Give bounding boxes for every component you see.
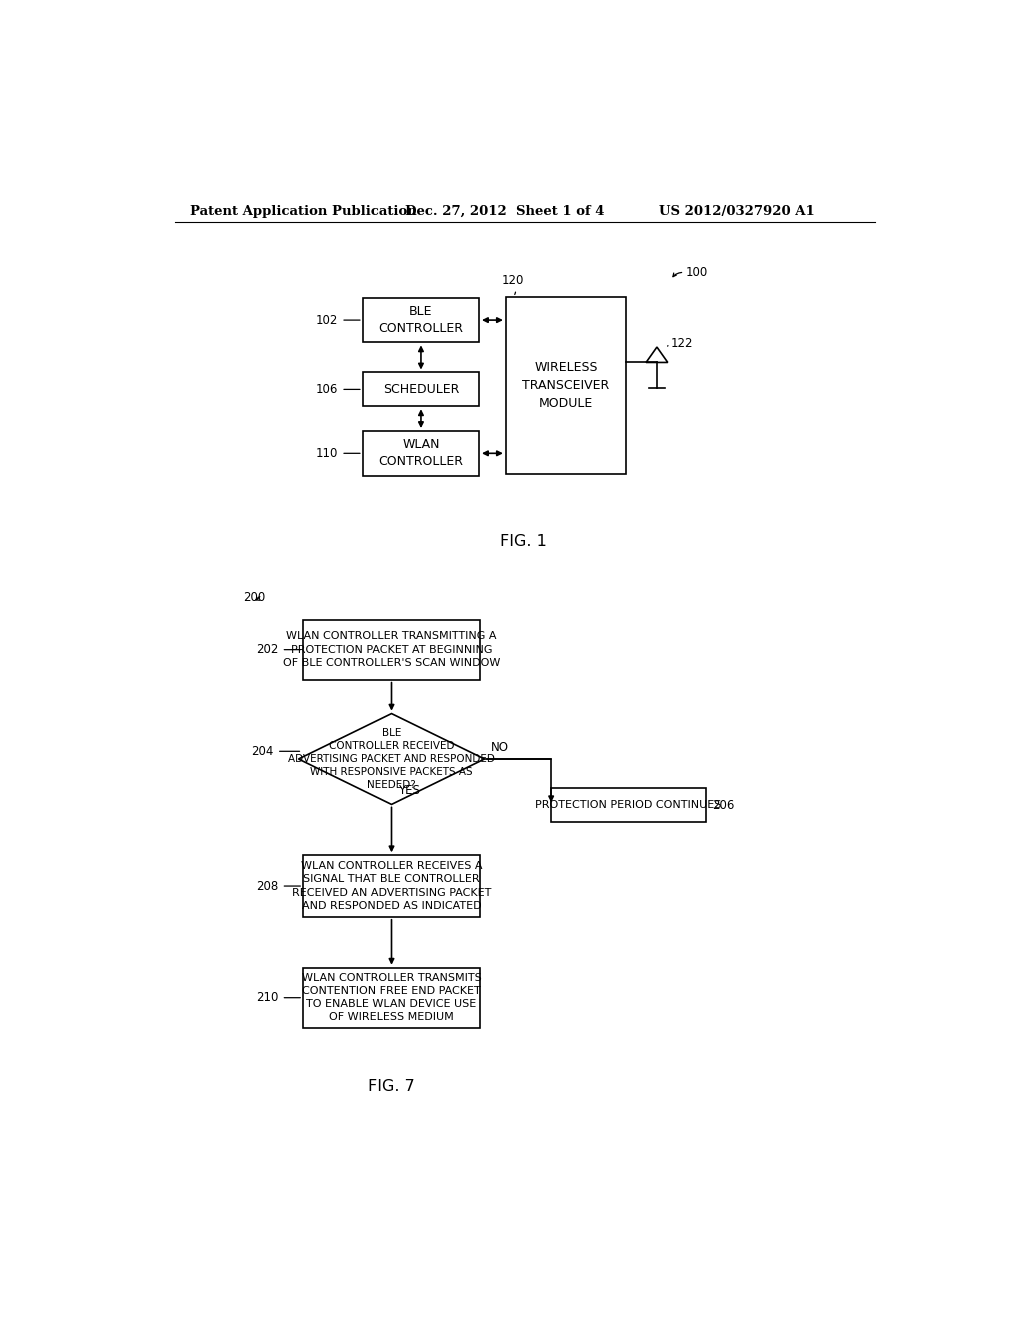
Text: WLAN CONTROLLER RECEIVES A
SIGNAL THAT BLE CONTROLLER
RECEIVED AN ADVERTISING PA: WLAN CONTROLLER RECEIVES A SIGNAL THAT B… [292,861,492,911]
Text: BLE
CONTROLLER RECEIVED
ADVERTISING PACKET AND RESPONDED
WITH RESPONSIVE PACKETS: BLE CONTROLLER RECEIVED ADVERTISING PACK… [288,729,495,789]
Text: 110: 110 [315,446,338,459]
Text: US 2012/0327920 A1: US 2012/0327920 A1 [658,205,815,218]
Bar [362,298,479,342]
Text: NO: NO [490,742,509,755]
Bar [362,372,479,407]
Bar [506,297,626,474]
Text: Dec. 27, 2012  Sheet 1 of 4: Dec. 27, 2012 Sheet 1 of 4 [406,205,605,218]
Bar [551,788,707,822]
Text: BLE
CONTROLLER: BLE CONTROLLER [379,305,464,335]
Text: 102: 102 [315,314,338,326]
Text: 122: 122 [671,337,693,350]
Text: Patent Application Publication: Patent Application Publication [190,205,417,218]
Text: 204: 204 [251,744,273,758]
Bar [303,968,480,1028]
Text: 208: 208 [256,879,279,892]
Text: WIRELESS
TRANSCEIVER
MODULE: WIRELESS TRANSCEIVER MODULE [522,362,609,411]
Text: 200: 200 [243,591,265,605]
Text: FIG. 7: FIG. 7 [368,1078,415,1093]
Text: 100: 100 [686,265,709,279]
Text: SCHEDULER: SCHEDULER [383,383,459,396]
Text: 210: 210 [256,991,279,1005]
Bar [362,432,479,475]
Text: PROTECTION PERIOD CONTINUES: PROTECTION PERIOD CONTINUES [536,800,722,810]
Text: YES: YES [397,784,420,797]
Text: WLAN
CONTROLLER: WLAN CONTROLLER [379,438,464,469]
Text: FIG. 1: FIG. 1 [500,535,547,549]
Bar [303,855,480,917]
Bar [303,619,480,680]
Text: 120: 120 [502,273,524,294]
Text: WLAN CONTROLLER TRANSMITS
CONTENTION FREE END PACKET
TO ENABLE WLAN DEVICE USE
O: WLAN CONTROLLER TRANSMITS CONTENTION FRE… [302,973,481,1023]
Text: WLAN CONTROLLER TRANSMITTING A
PROTECTION PACKET AT BEGINNING
OF BLE CONTROLLER': WLAN CONTROLLER TRANSMITTING A PROTECTIO… [283,631,500,668]
Text: 206: 206 [713,799,735,812]
Text: 202: 202 [256,643,279,656]
Text: 106: 106 [315,383,338,396]
